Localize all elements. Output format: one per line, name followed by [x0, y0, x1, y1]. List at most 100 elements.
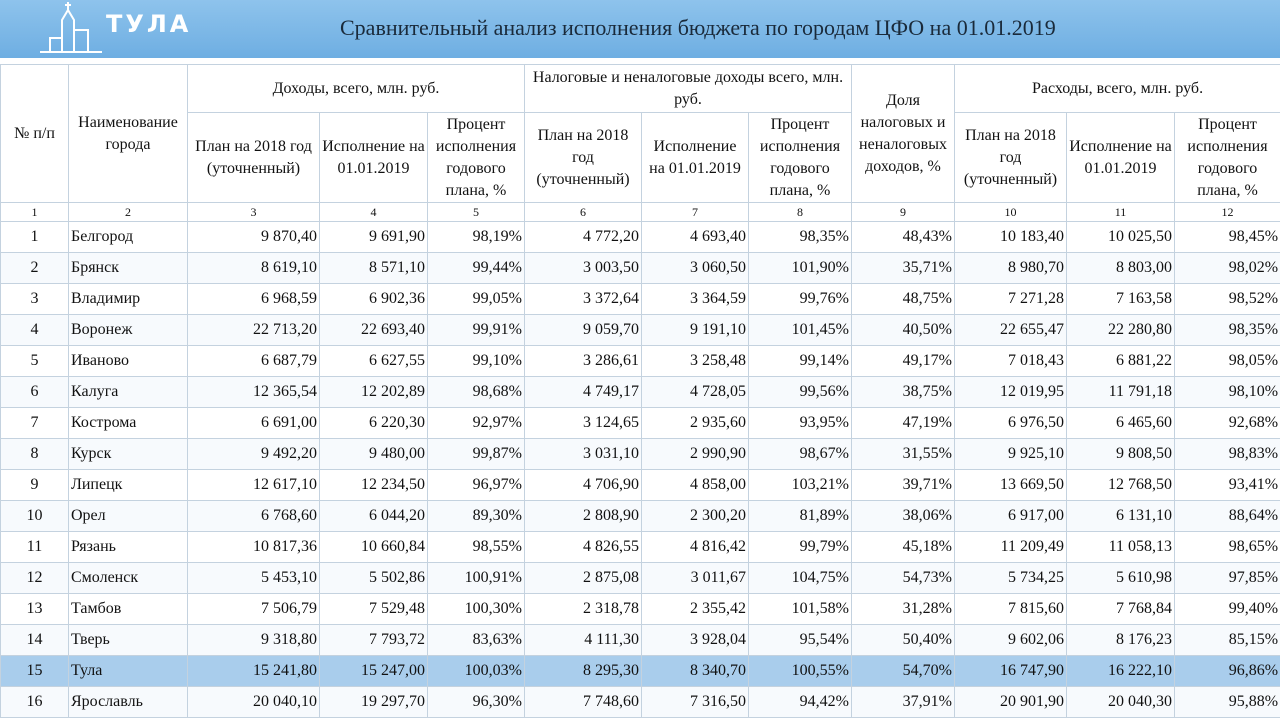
table-cell: 12 365,54 [187, 376, 320, 408]
header-cell: Доходы, всего, млн. руб. [187, 64, 525, 113]
table-cell: 2 875,08 [524, 562, 642, 594]
column-number: 6 [524, 202, 642, 222]
table-cell: 95,54% [748, 624, 852, 656]
table-row: 5 Иваново 6 687,79 6 627,55 99,10% 3 286,61 3 … [0, 345, 1280, 377]
table-cell: 15 [0, 655, 69, 687]
table-cell: 97,85% [1173, 562, 1280, 594]
table-cell: 11 791,18 [1066, 376, 1175, 408]
header-cell: Расходы, всего, млн. руб. [953, 64, 1280, 113]
table-cell: 8 340,70 [641, 655, 749, 687]
table-cell: 45,18% [851, 531, 955, 563]
table-cell: 101,58% [748, 593, 852, 625]
table-cell: 5 [0, 345, 69, 377]
table-cell: 100,91% [427, 562, 525, 594]
table-row: 15 Тула 15 241,80 15 247,00 100,03% 8 295,30 8… [0, 655, 1280, 687]
column-number: 1 [0, 202, 69, 222]
table-cell: 99,79% [748, 531, 852, 563]
table-cell: 81,89% [748, 500, 852, 532]
table-cell: 98,65% [1173, 531, 1280, 563]
table-cell: 6 [0, 376, 69, 408]
budget-table: № п/п Наименование города Доходы, всего,… [0, 64, 1280, 718]
table-cell: 5 453,10 [187, 562, 320, 594]
table-cell: 4 [0, 314, 69, 346]
table-cell: 4 693,40 [641, 221, 749, 253]
table-row: 16 Ярославль 20 040,10 19 297,70 96,30% 7 748… [0, 686, 1280, 718]
table-cell: 38,75% [851, 376, 955, 408]
table-cell: 6 902,36 [319, 283, 428, 315]
table-cell: 93,95% [748, 407, 852, 439]
table-cell: 99,56% [748, 376, 852, 408]
header-cell: Исполнение на 01.01.2019 [641, 112, 749, 203]
table-cell: 12 768,50 [1066, 469, 1175, 501]
table-cell: 3 [0, 283, 69, 315]
table-cell: 20 901,90 [954, 686, 1067, 718]
logo-icon [40, 2, 102, 53]
table-row: 6 Калуга 12 365,54 12 202,89 98,68% 4 749,17 4… [0, 376, 1280, 408]
table-row: 7 Кострома 6 691,00 6 220,30 92,97% 3 124,65 2… [0, 407, 1280, 439]
table-row: 9 Липецк 12 617,10 12 234,50 96,97% 4 706,90 4… [0, 469, 1280, 501]
table-cell: 99,76% [748, 283, 852, 315]
table-row: 10 Орел 6 768,60 6 044,20 89,30% 2 808,90 2 30… [0, 500, 1280, 532]
table-cell: 20 040,30 [1066, 686, 1175, 718]
table-cell: 6 131,10 [1066, 500, 1175, 532]
table-cell: 40,50% [851, 314, 955, 346]
table-cell: Белгород [68, 221, 188, 253]
table-cell: 9 191,10 [641, 314, 749, 346]
table-cell: 9 059,70 [524, 314, 642, 346]
table-cell: 22 280,80 [1066, 314, 1175, 346]
table-cell: Иваново [68, 345, 188, 377]
table-cell: 7 793,72 [319, 624, 428, 656]
table-cell: 15 247,00 [319, 655, 428, 687]
table-cell: 9 691,90 [319, 221, 428, 253]
table-cell: 98,05% [1173, 345, 1280, 377]
header-cell: Процент исполнения годового плана, % [1173, 112, 1280, 203]
table-cell: 35,71% [851, 252, 955, 284]
table-cell: 96,97% [427, 469, 525, 501]
table-cell: 3 286,61 [524, 345, 642, 377]
table-cell: 31,28% [851, 593, 955, 625]
table-cell: 4 816,42 [641, 531, 749, 563]
table-cell: 5 734,25 [954, 562, 1067, 594]
table-cell: 100,03% [427, 655, 525, 687]
table-cell: 10 [0, 500, 69, 532]
table-cell: 3 928,04 [641, 624, 749, 656]
table-row: 4 Воронеж 22 713,20 22 693,40 99,91% 9 059,70… [0, 314, 1280, 346]
table-row: 14 Тверь 9 318,80 7 793,72 83,63% 4 111,30 3 9… [0, 624, 1280, 656]
table-row: 11 Рязань 10 817,36 10 660,84 98,55% 4 826,55… [0, 531, 1280, 563]
header-cell: № п/п [0, 64, 69, 203]
table-cell: 101,45% [748, 314, 852, 346]
table-cell: 16 [0, 686, 69, 718]
column-number: 9 [851, 202, 955, 222]
table-cell: 9 492,20 [187, 438, 320, 470]
table-cell: 2 808,90 [524, 500, 642, 532]
header-cell: Наименование города [68, 64, 188, 203]
header-cell: План на 2018 год (уточненный) [954, 112, 1067, 203]
table-cell: 3 124,65 [524, 407, 642, 439]
table-cell: 11 [0, 531, 69, 563]
table-cell: 7 768,84 [1066, 593, 1175, 625]
table-cell: 99,91% [427, 314, 525, 346]
table-cell: 6 627,55 [319, 345, 428, 377]
header-cell: Исполнение на 01.01.2019 [319, 112, 428, 203]
table-cell: Воронеж [68, 314, 188, 346]
table-cell: 99,05% [427, 283, 525, 315]
column-number: 12 [1173, 202, 1280, 222]
table-cell: 16 747,90 [954, 655, 1067, 687]
table-cell: 98,52% [1173, 283, 1280, 315]
table-cell: 98,68% [427, 376, 525, 408]
table-cell: 104,75% [748, 562, 852, 594]
table-cell: 3 031,10 [524, 438, 642, 470]
table-cell: 98,55% [427, 531, 525, 563]
table-cell: 7 [0, 407, 69, 439]
table-cell: 98,10% [1173, 376, 1280, 408]
column-number: 8 [748, 202, 852, 222]
header-cell: Налоговые и неналоговые доходы всего, мл… [524, 64, 852, 113]
table-cell: 9 318,80 [187, 624, 320, 656]
table-cell: 99,87% [427, 438, 525, 470]
column-number: 7 [641, 202, 749, 222]
table-cell: 11 058,13 [1066, 531, 1175, 563]
table-cell: 5 502,86 [319, 562, 428, 594]
table-cell: Тула [68, 655, 188, 687]
table-cell: 3 003,50 [524, 252, 642, 284]
table-cell: 14 [0, 624, 69, 656]
